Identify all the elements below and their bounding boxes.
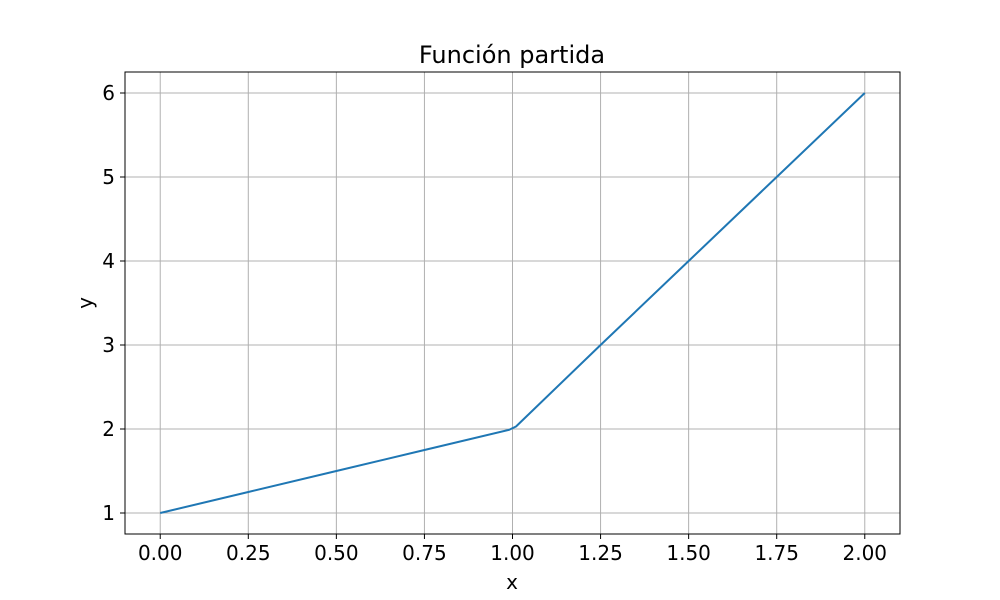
x-tick-label: 1.50 — [666, 541, 711, 565]
x-tick-label: 0.50 — [314, 541, 359, 565]
x-tick-label: 1.25 — [578, 541, 623, 565]
series-layer — [159, 92, 866, 514]
ticks: 0.00 0.25 0.50 0.75 1.00 1.25 1.50 1.75 2.00 1 2 3 4… — [102, 81, 887, 565]
y-tick-label: 6 — [102, 81, 115, 105]
y-axis-label: y — [73, 297, 97, 309]
chart-title: Función partida — [419, 41, 605, 69]
y-tick-label: 5 — [102, 165, 115, 189]
x-tick-label: 1.00 — [490, 541, 535, 565]
y-tick-label: 3 — [102, 333, 115, 357]
x-tick-label: 0.00 — [138, 541, 183, 565]
grid-lines — [125, 72, 900, 534]
y-tick-label: 4 — [102, 249, 115, 273]
x-tick-label: 0.25 — [226, 541, 271, 565]
x-tick-label: 1.75 — [754, 541, 799, 565]
x-axis-label: x — [506, 570, 518, 594]
series-line — [159, 92, 866, 514]
y-tick-label: 2 — [102, 417, 115, 441]
x-tick-label: 0.75 — [402, 541, 447, 565]
y-tick-label: 1 — [102, 501, 115, 525]
x-tick-label: 2.00 — [843, 541, 888, 565]
